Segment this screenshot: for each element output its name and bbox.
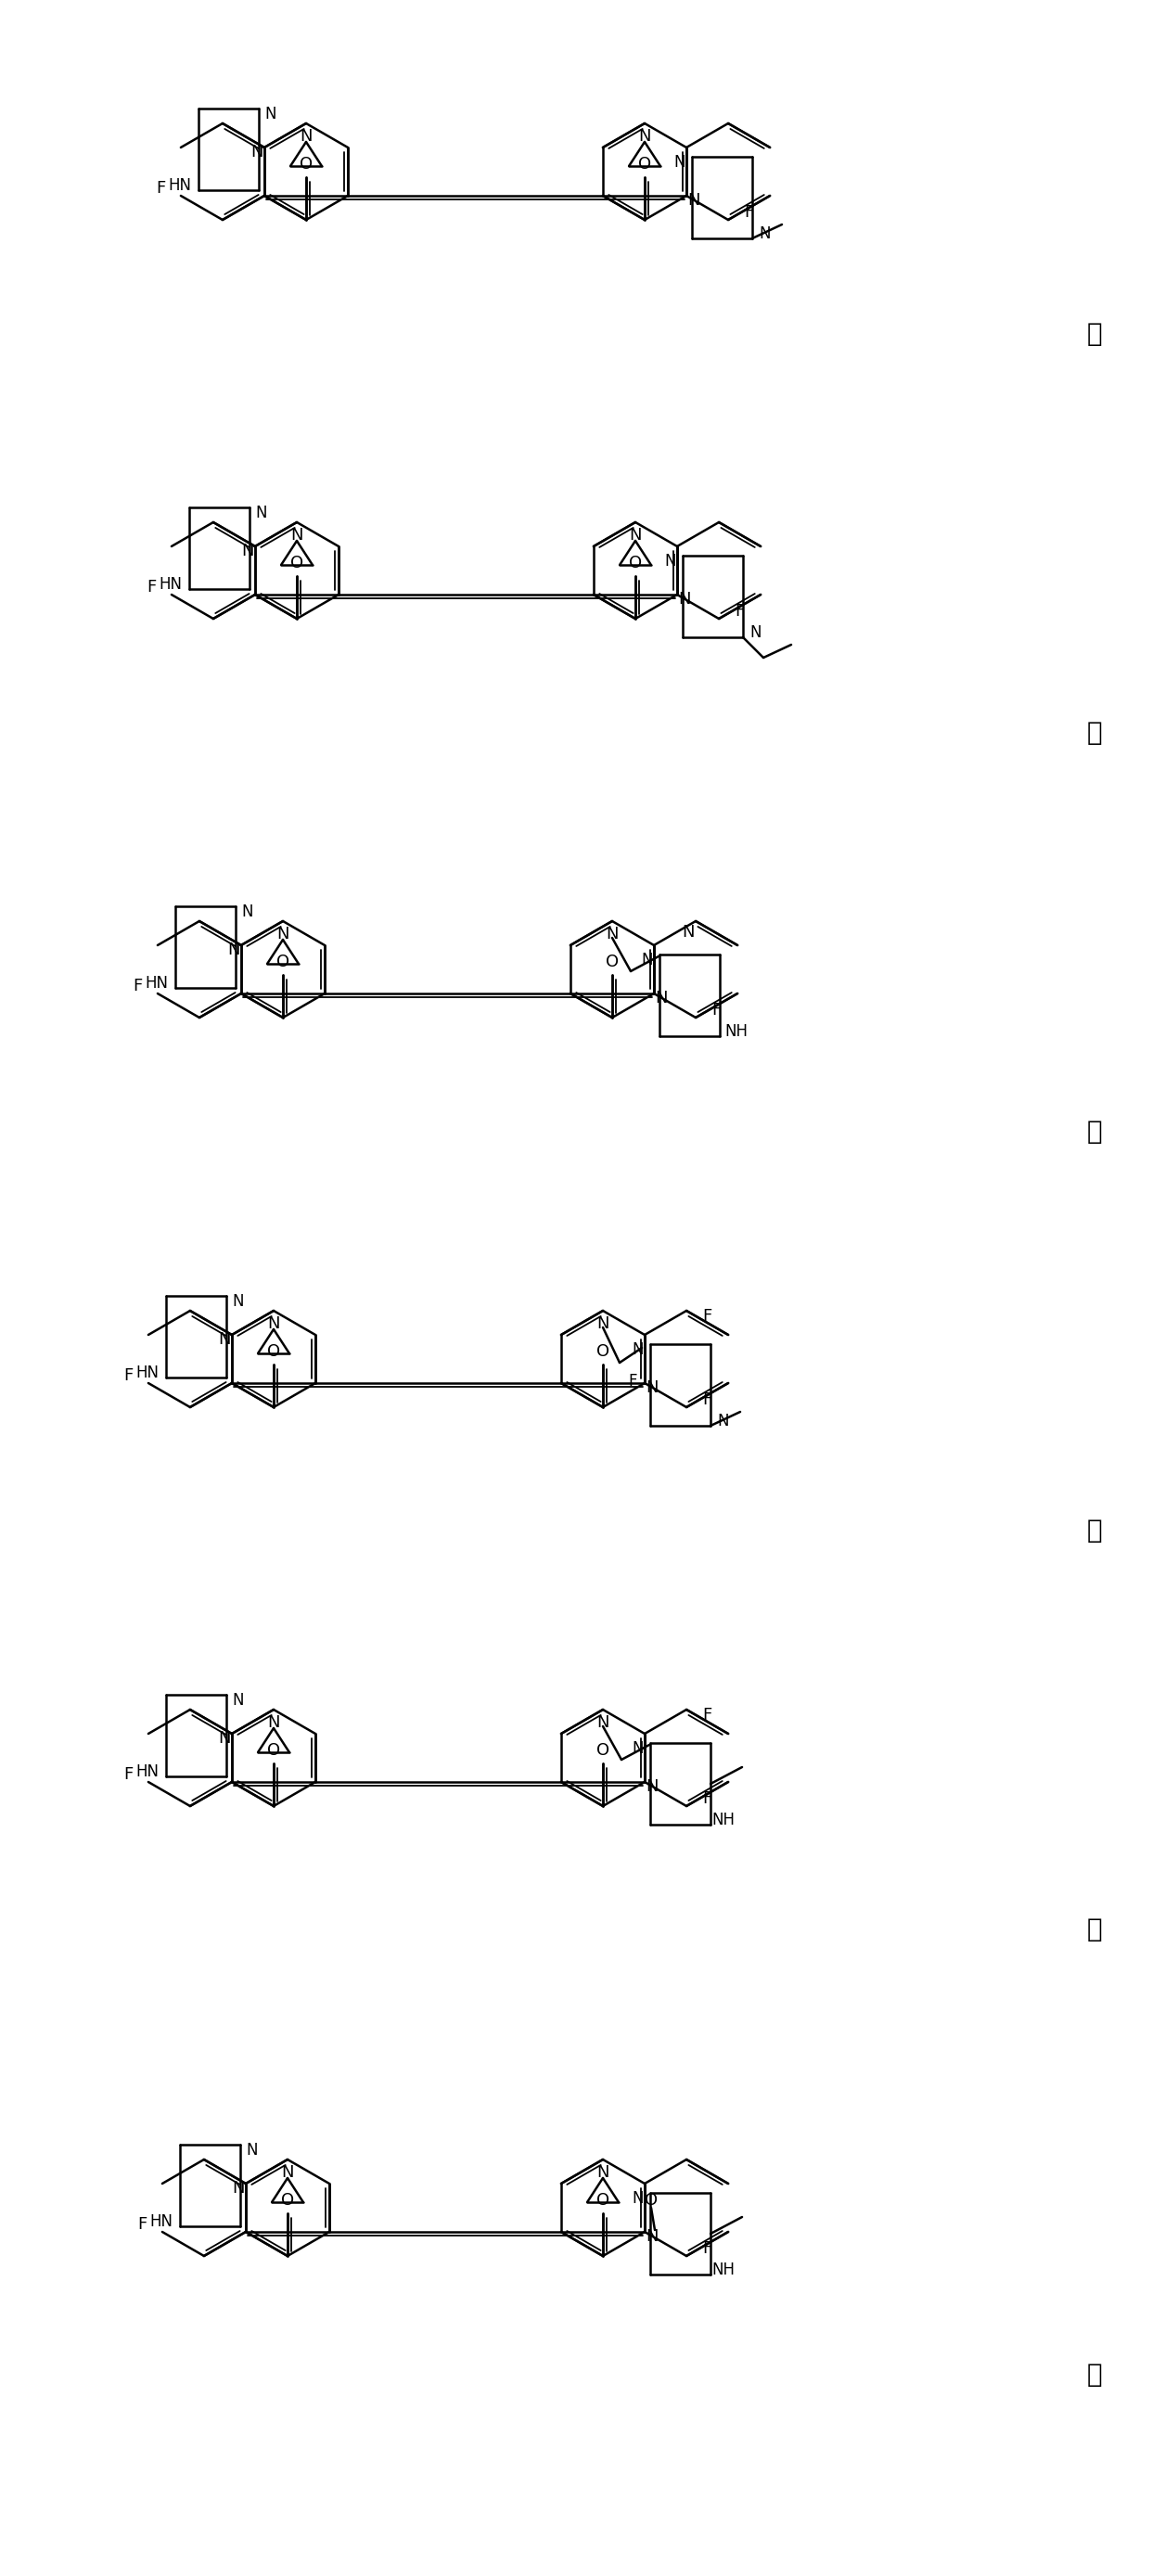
Text: F: F bbox=[156, 180, 165, 196]
Text: N: N bbox=[256, 505, 267, 520]
Text: 或: 或 bbox=[1086, 1517, 1102, 1543]
Text: O: O bbox=[267, 1741, 280, 1759]
Text: N: N bbox=[218, 1332, 230, 1347]
Text: HN: HN bbox=[136, 1765, 159, 1780]
Text: F: F bbox=[132, 979, 142, 994]
Text: HN: HN bbox=[136, 1365, 159, 1381]
Text: F: F bbox=[137, 2215, 146, 2233]
Text: N: N bbox=[632, 1342, 644, 1358]
Text: NH: NH bbox=[725, 1023, 748, 1041]
Text: N: N bbox=[232, 2179, 244, 2197]
Text: N: N bbox=[629, 528, 642, 544]
Text: HN: HN bbox=[168, 178, 191, 193]
Text: O: O bbox=[629, 554, 642, 572]
Text: O: O bbox=[597, 2192, 609, 2208]
Text: F: F bbox=[712, 1002, 721, 1018]
Text: F: F bbox=[735, 603, 744, 621]
Text: N: N bbox=[300, 129, 312, 144]
Text: F: F bbox=[146, 580, 156, 595]
Text: N: N bbox=[646, 1777, 658, 1795]
Text: O: O bbox=[281, 2192, 294, 2208]
Text: N: N bbox=[718, 1412, 729, 1430]
Text: 或: 或 bbox=[1086, 1118, 1102, 1144]
Text: F: F bbox=[702, 1790, 712, 1806]
Text: F: F bbox=[702, 1708, 712, 1723]
Text: N: N bbox=[290, 528, 303, 544]
Text: O: O bbox=[597, 1741, 609, 1759]
Text: NH: NH bbox=[712, 2262, 735, 2277]
Text: HN: HN bbox=[150, 2213, 173, 2231]
Text: 或: 或 bbox=[1086, 322, 1102, 348]
Text: 或: 或 bbox=[1086, 1917, 1102, 1942]
Text: N: N bbox=[227, 943, 240, 958]
Text: O: O bbox=[638, 155, 651, 173]
Text: O: O bbox=[300, 155, 312, 173]
Text: N: N bbox=[632, 1741, 644, 1757]
Text: N: N bbox=[218, 1731, 230, 1747]
Text: N: N bbox=[247, 2141, 258, 2159]
Text: N: N bbox=[597, 1316, 609, 1332]
Text: N: N bbox=[276, 925, 289, 943]
Text: N: N bbox=[638, 129, 651, 144]
Text: N: N bbox=[281, 2164, 294, 2182]
Text: NH: NH bbox=[712, 1811, 735, 1829]
Text: O: O bbox=[290, 554, 303, 572]
Text: N: N bbox=[646, 1378, 658, 1396]
Text: F: F bbox=[702, 1391, 712, 1409]
Text: F: F bbox=[628, 1373, 637, 1388]
Text: F: F bbox=[744, 204, 753, 222]
Text: N: N bbox=[242, 544, 253, 559]
Text: O: O bbox=[606, 953, 619, 971]
Text: N: N bbox=[606, 925, 619, 943]
Text: HN: HN bbox=[145, 974, 168, 992]
Text: N: N bbox=[265, 106, 276, 124]
Text: N: N bbox=[251, 144, 263, 160]
Text: N: N bbox=[233, 1293, 244, 1309]
Text: N: N bbox=[759, 227, 771, 242]
Text: 或: 或 bbox=[1086, 719, 1102, 747]
Text: N: N bbox=[597, 1713, 609, 1731]
Text: N: N bbox=[679, 590, 691, 608]
Text: N: N bbox=[750, 623, 761, 641]
Text: N: N bbox=[655, 989, 668, 1007]
Text: N: N bbox=[233, 1692, 244, 1708]
Text: N: N bbox=[267, 1713, 280, 1731]
Text: O: O bbox=[276, 953, 289, 971]
Text: N: N bbox=[682, 925, 695, 940]
Text: N: N bbox=[242, 904, 253, 920]
Text: N: N bbox=[632, 2190, 644, 2208]
Text: 或: 或 bbox=[1086, 2362, 1102, 2388]
Text: O: O bbox=[597, 1342, 609, 1360]
Text: N: N bbox=[597, 2164, 609, 2182]
Text: F: F bbox=[702, 2241, 712, 2257]
Text: F: F bbox=[123, 1368, 132, 1383]
Text: N: N bbox=[674, 155, 685, 170]
Text: O: O bbox=[645, 2192, 658, 2208]
Text: N: N bbox=[267, 1316, 280, 1332]
Text: N: N bbox=[665, 554, 676, 569]
Text: N: N bbox=[646, 2228, 658, 2244]
Text: N: N bbox=[688, 193, 700, 209]
Text: N: N bbox=[642, 951, 653, 969]
Text: F: F bbox=[123, 1767, 132, 1783]
Text: O: O bbox=[267, 1342, 280, 1360]
Text: HN: HN bbox=[159, 577, 182, 592]
Text: F: F bbox=[702, 1309, 712, 1324]
